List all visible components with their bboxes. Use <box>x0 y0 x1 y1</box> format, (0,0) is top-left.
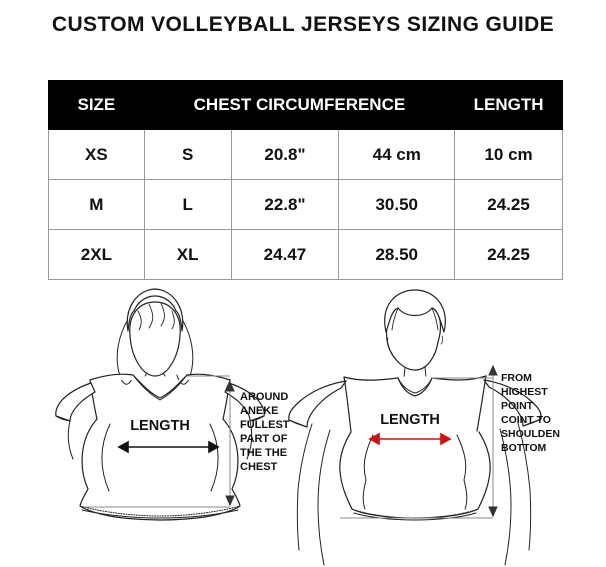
svg-text:AROUND: AROUND <box>240 391 288 403</box>
svg-text:SHOULDEN: SHOULDEN <box>501 428 560 440</box>
svg-text:PART OF: PART OF <box>240 433 288 445</box>
svg-text:THE THE: THE THE <box>240 447 287 459</box>
svg-text:POINT: POINT <box>501 400 534 412</box>
svg-text:LENGTH: LENGTH <box>380 412 440 428</box>
svg-text:ANEKE: ANEKE <box>240 405 279 417</box>
svg-text:COINT TO: COINT TO <box>501 414 551 426</box>
svg-text:CHEST: CHEST <box>240 461 278 473</box>
svg-text:FULLEST: FULLEST <box>240 419 290 431</box>
svg-text:HIGHEST: HIGHEST <box>501 386 548 398</box>
svg-text:FROM: FROM <box>501 372 532 384</box>
svg-text:LENGTH: LENGTH <box>130 418 190 434</box>
svg-text:BOTTOM: BOTTOM <box>501 442 547 454</box>
